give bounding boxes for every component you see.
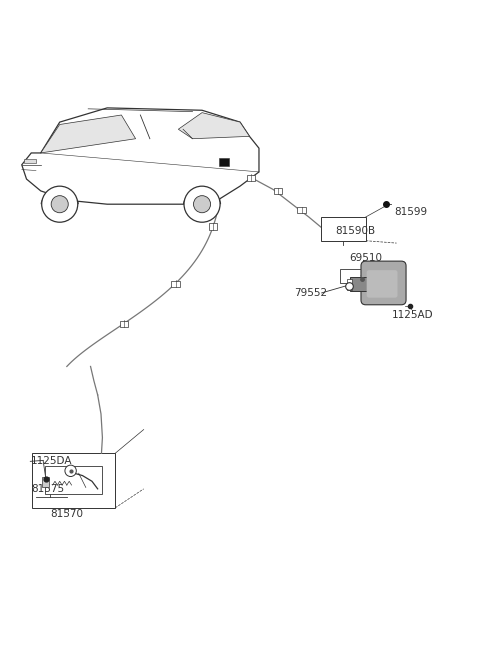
Circle shape: [51, 196, 68, 213]
Bar: [340, 269, 380, 283]
Text: 79552: 79552: [295, 288, 328, 298]
Text: 81570: 81570: [50, 509, 83, 520]
Polygon shape: [22, 108, 259, 204]
Circle shape: [65, 465, 76, 476]
Bar: [32, 453, 115, 508]
Bar: [219, 158, 229, 166]
Text: 87551: 87551: [360, 271, 393, 281]
Circle shape: [193, 196, 211, 213]
Text: 69510: 69510: [349, 254, 382, 263]
Text: 81599: 81599: [394, 207, 427, 217]
Bar: [350, 277, 367, 292]
Circle shape: [42, 186, 78, 222]
Bar: [46, 466, 102, 493]
FancyBboxPatch shape: [367, 270, 397, 298]
Bar: [120, 321, 128, 327]
Text: 1125AD: 1125AD: [392, 310, 433, 320]
Text: 81575: 81575: [31, 484, 64, 494]
Bar: [321, 217, 366, 240]
Bar: [247, 175, 255, 181]
Bar: [209, 223, 217, 229]
Text: 81590B: 81590B: [335, 226, 375, 237]
Bar: [42, 476, 49, 487]
FancyBboxPatch shape: [361, 261, 406, 305]
Bar: [274, 188, 282, 194]
Text: 1125DA: 1125DA: [31, 457, 73, 466]
Bar: [298, 207, 306, 214]
Bar: [24, 158, 36, 164]
Bar: [171, 281, 180, 286]
Circle shape: [184, 186, 220, 222]
Bar: [347, 279, 352, 290]
Polygon shape: [41, 115, 136, 153]
Polygon shape: [179, 112, 250, 139]
